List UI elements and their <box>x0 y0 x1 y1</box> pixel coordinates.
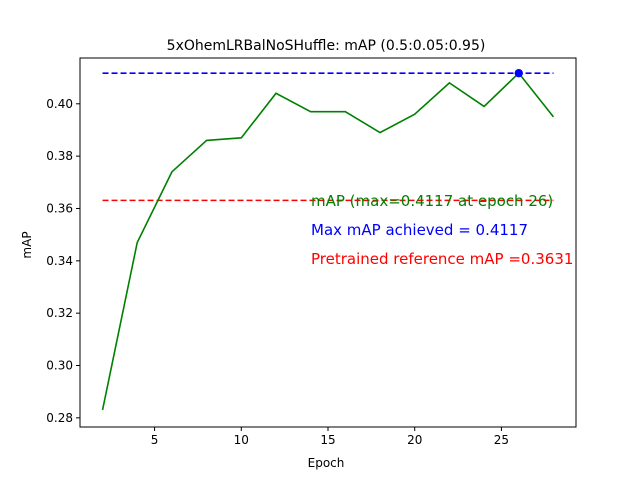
plot-area <box>101 68 555 411</box>
max-point-marker <box>514 68 523 78</box>
chart-title: 5xOhemLRBalNoSHuffle: mAP (0.5:0.05:0.95… <box>167 38 486 54</box>
x-tick-label: 5 <box>151 433 159 447</box>
y-tick-label: 0.38 <box>46 149 73 163</box>
x-axis-label: Epoch <box>308 456 345 470</box>
x-tick-label: 25 <box>494 433 509 447</box>
annotation-0: mAP (max=0.4117 at epoch 26) <box>311 192 553 210</box>
series-line-0 <box>101 71 555 411</box>
x-tick-label: 10 <box>234 433 249 447</box>
y-tick-label: 0.32 <box>46 306 73 320</box>
y-tick-label: 0.30 <box>46 359 73 373</box>
annotations: mAP (max=0.4117 at epoch 26) Max mAP achi… <box>311 192 573 268</box>
axes: 5 10 15 20 25 0.28 0.30 0.32 0.34 0.36 0.38 0.40 <box>46 57 577 447</box>
x-tick-label: 20 <box>407 433 422 447</box>
y-tick-label: 0.36 <box>46 201 73 215</box>
y-axis-label: mAP <box>20 231 34 258</box>
y-tick-label: 0.40 <box>46 97 73 111</box>
annotation-1: Max mAP achieved = 0.4117 <box>311 221 528 239</box>
x-tick-label: 15 <box>320 433 335 447</box>
y-tick-label: 0.28 <box>46 411 73 425</box>
y-tick-label: 0.34 <box>46 254 73 268</box>
annotation-2: Pretrained reference mAP =0.3631 <box>311 250 573 268</box>
